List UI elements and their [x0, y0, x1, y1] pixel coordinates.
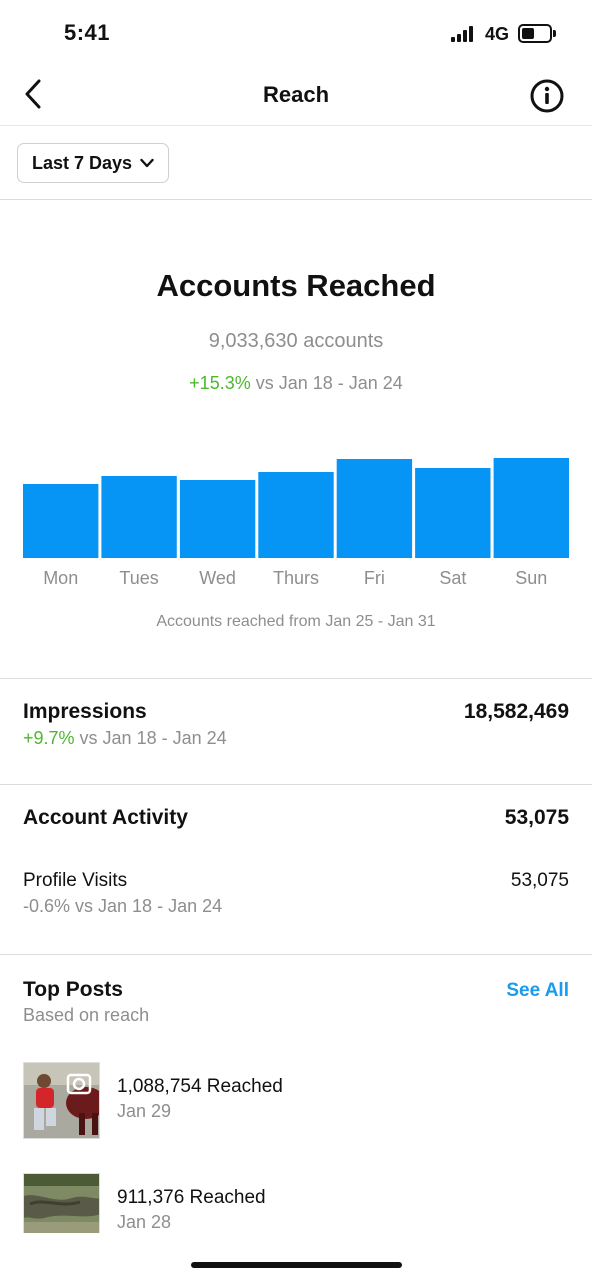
- signal-icon: [451, 26, 475, 42]
- impressions-compare-range: vs Jan 18 - Jan 24: [74, 728, 227, 748]
- bar-sun: [493, 458, 569, 558]
- profile-visits-comparison: -0.6% vs Jan 18 - Jan 24: [23, 896, 223, 916]
- chevron-left-icon[interactable]: [20, 78, 48, 110]
- profile-visits-label: Profile Visits: [23, 870, 128, 891]
- impressions-value: 18,582,469: [463, 700, 569, 723]
- top-post-item[interactable]: 1,088,754 Reached Jan 29: [23, 1062, 569, 1140]
- post-date: Jan 29: [117, 1101, 172, 1121]
- impressions-change: +9.7%: [23, 728, 75, 748]
- page-title: Reach: [262, 82, 330, 107]
- date-range-label: Last 7 Days: [32, 152, 133, 173]
- network-label: 4G: [485, 24, 510, 44]
- bar-fri: [336, 459, 413, 558]
- bar-tues: [101, 476, 177, 558]
- home-indicator[interactable]: [191, 1262, 402, 1268]
- bar-wed: [179, 480, 256, 558]
- x-tick-label: Mon: [43, 568, 78, 588]
- top-post-item[interactable]: 911,376 Reached Jan 28: [23, 1173, 569, 1233]
- post-date: Jan 28: [117, 1212, 172, 1232]
- top-posts-subtitle: Based on reach: [23, 1005, 150, 1025]
- top-posts-title: Top Posts: [23, 978, 123, 1001]
- battery-tip: [553, 30, 556, 37]
- bar-thurs: [258, 472, 334, 558]
- post-thumbnail[interactable]: [23, 1173, 100, 1233]
- x-tick-label: Wed: [199, 568, 236, 588]
- impressions-title: Impressions: [23, 700, 147, 723]
- chart-caption: Accounts reached from Jan 25 - Jan 31: [156, 613, 436, 630]
- status-bar: 5:41 4G: [0, 0, 592, 66]
- accounts-reached-title: Accounts Reached: [156, 268, 436, 303]
- battery-icon: [518, 24, 552, 43]
- x-tick-label: Thurs: [273, 568, 319, 588]
- status-time: 5:41: [64, 20, 111, 45]
- reach-compare-range: vs Jan 18 - Jan 24: [250, 373, 403, 393]
- post-reached: 1,088,754 Reached: [117, 1076, 283, 1097]
- reach-bar-chart: Mon Tues Wed Thurs Fri Sat Sun: [0, 440, 592, 600]
- accounts-reached-comparison: +15.3% vs Jan 18 - Jan 24: [0, 373, 592, 394]
- x-tick-label: Fri: [364, 568, 385, 588]
- see-all-link[interactable]: See All: [506, 980, 569, 1001]
- divider: [0, 678, 592, 679]
- divider: [0, 784, 592, 785]
- top-nav: Reach: [0, 66, 592, 126]
- reach-chart-svg: Mon Tues Wed Thurs Fri Sat Sun: [23, 458, 569, 588]
- accounts-reached-count: 9,033,630 accounts: [208, 330, 384, 352]
- chevron-down-icon: [140, 158, 154, 168]
- reach-change: +15.3%: [189, 373, 251, 393]
- x-tick-label: Sat: [439, 568, 466, 588]
- post-thumbnail[interactable]: [23, 1062, 100, 1139]
- profile-visits-value: 53,075: [510, 870, 569, 891]
- x-tick-label: Tues: [119, 568, 158, 588]
- bar-sat: [415, 468, 491, 558]
- date-range-dropdown[interactable]: Last 7 Days: [17, 143, 170, 183]
- x-tick-label: Sun: [515, 568, 547, 588]
- bar-mon: [23, 484, 99, 558]
- filter-row: Last 7 Days: [0, 127, 592, 200]
- impressions-comparison: +9.7% vs Jan 18 - Jan 24: [23, 728, 227, 749]
- account-activity-title: Account Activity: [23, 806, 188, 829]
- account-activity-value: 53,075: [504, 806, 569, 829]
- divider: [0, 954, 592, 955]
- post-reached: 911,376 Reached: [117, 1187, 266, 1208]
- info-icon[interactable]: [529, 78, 565, 114]
